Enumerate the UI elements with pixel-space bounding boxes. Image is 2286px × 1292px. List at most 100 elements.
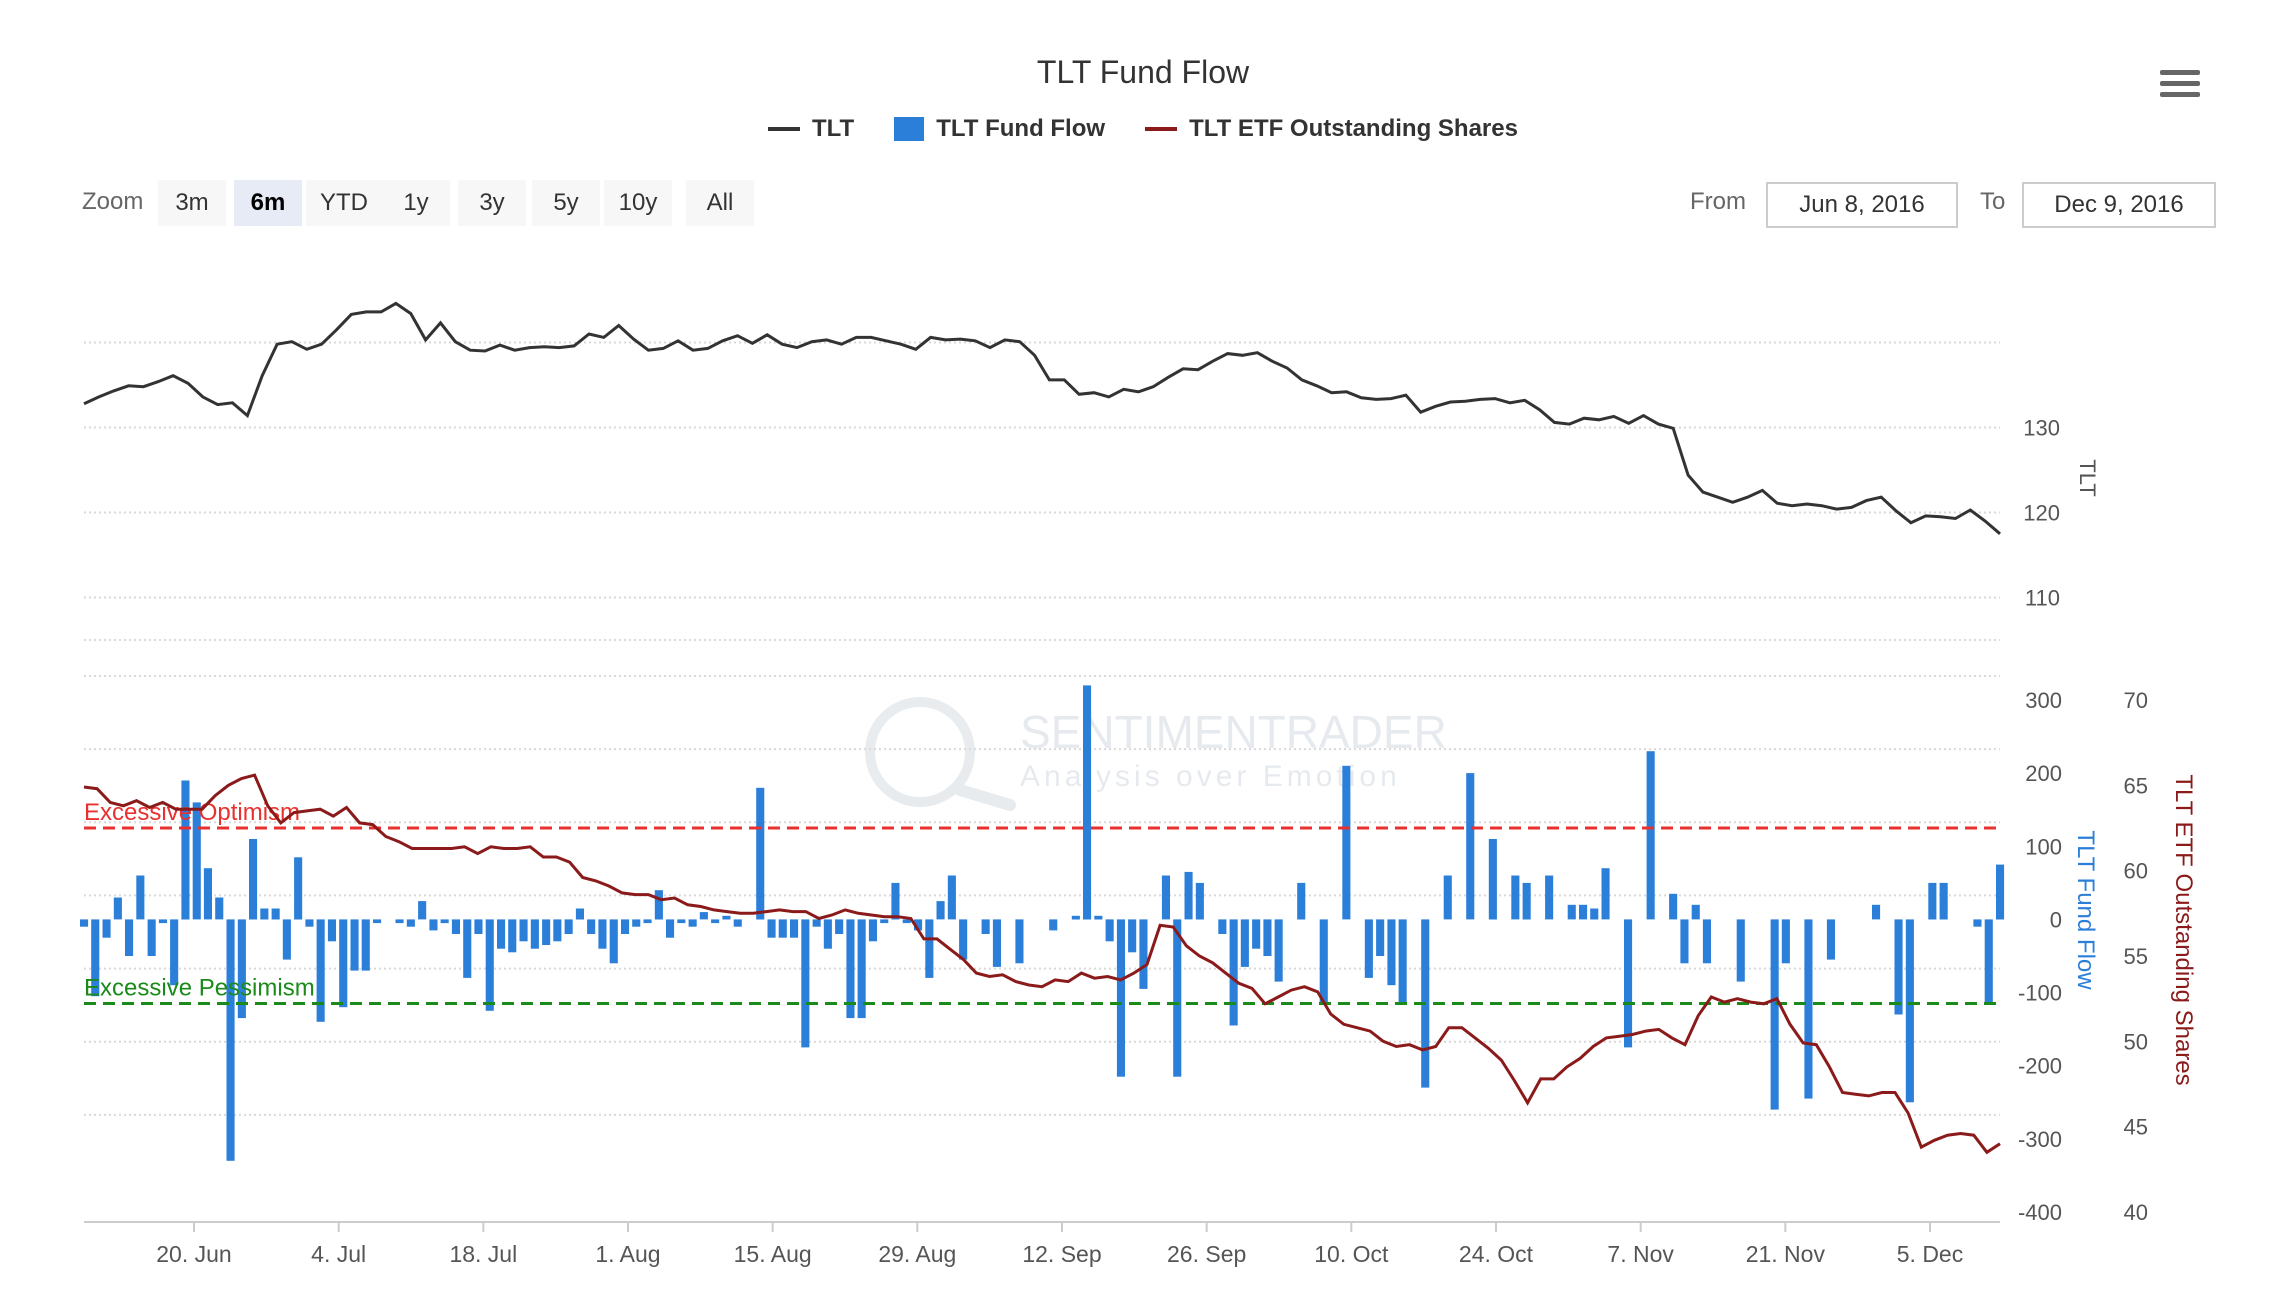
fund-flow-bar [587, 919, 596, 934]
fund-flow-bar [1139, 919, 1148, 989]
fund-flow-bar [1894, 919, 1903, 1015]
fund-flow-bar [1240, 919, 1249, 967]
fund-flow-bar [835, 919, 844, 934]
zoom-5y-button[interactable]: 5y [532, 180, 600, 226]
zoom-1y-button[interactable]: 1y [382, 180, 450, 226]
fund-flow-bar [666, 919, 675, 938]
tlt-y-tick-label: 130 [2023, 416, 2060, 441]
fund-flow-bar [1173, 919, 1182, 1077]
x-tick-label: 21. Nov [1746, 1241, 1826, 1267]
fund-flow-bar [192, 802, 201, 920]
fund-flow-bar [778, 919, 787, 938]
legend-item-tlt[interactable]: TLT [768, 115, 854, 143]
fund-flow-bar [451, 919, 460, 934]
fund-flow-bar [1545, 875, 1554, 920]
shares-y-tick-label: 55 [2124, 944, 2148, 969]
legend-item-outstanding-shares[interactable]: TLT ETF Outstanding Shares [1145, 115, 1518, 143]
shares-y-tick-label: 60 [2124, 859, 2148, 884]
fund-flow-bar [1804, 919, 1813, 1099]
outstanding-shares-line [83, 773, 2001, 1155]
fund-flow-bar [812, 919, 821, 927]
fund-flow-bar [508, 919, 517, 953]
fund-flow-bar [1094, 915, 1103, 920]
fund-flow-bar [688, 919, 697, 927]
fund-flow-bar [271, 908, 280, 920]
fund-flow-bar [1973, 919, 1982, 927]
zoom-label: Zoom [82, 188, 144, 215]
fund-flow-bar [1105, 919, 1114, 942]
x-tick-label: 12. Sep [1022, 1241, 1101, 1267]
zoom-3m-button[interactable]: 3m [158, 180, 226, 226]
fund-flow-bar [801, 919, 810, 1048]
to-date-input[interactable]: Dec 9, 2016 [2022, 182, 2216, 228]
watermark-logo-handle [954, 784, 1016, 811]
hamburger-icon[interactable] [2160, 70, 2200, 104]
fund-flow-bar [350, 919, 359, 971]
fund-flow-bar [1161, 875, 1170, 920]
fund-flow-bar [981, 919, 990, 934]
fund-flow-bar [936, 901, 945, 920]
fund-flow-bar [1601, 868, 1610, 920]
legend-item-fund-flow[interactable]: TLT Fund Flow [894, 115, 1105, 143]
zoom-3y-button[interactable]: 3y [458, 180, 526, 226]
fund-flow-bar [91, 919, 100, 997]
fund-flow-y-tick-label: 200 [2025, 761, 2062, 786]
fund-flow-bar [1905, 919, 1914, 1103]
fund-flow-bar [711, 919, 720, 924]
x-tick-label: 5. Dec [1897, 1241, 1963, 1267]
top-gridlines [84, 341, 2000, 599]
fund-flow-bar [181, 780, 190, 920]
fund-flow-bar [249, 839, 258, 920]
zoom-10y-button[interactable]: 10y [604, 180, 672, 226]
from-date-input[interactable]: Jun 8, 2016 [1766, 182, 1958, 228]
zoom-ytd-button[interactable]: YTD [306, 180, 382, 226]
fund-flow-bar [992, 919, 1001, 967]
fund-flow-bar [530, 919, 539, 949]
fund-flow-bar [677, 919, 686, 924]
shares-y-tick-label: 70 [2124, 688, 2148, 713]
fund-flow-bar [215, 897, 224, 920]
fund-flow-bar [203, 868, 212, 920]
fund-flow-bar [1443, 875, 1452, 920]
zoom-6m-button[interactable]: 6m [234, 180, 302, 226]
fund-flow-bar [1736, 919, 1745, 982]
x-tick-label: 1. Aug [595, 1241, 660, 1267]
fund-flow-bar [598, 919, 607, 949]
fund-flow-bar [1049, 919, 1058, 931]
fund-flow-bar [237, 919, 246, 1019]
fund-flow-bar [902, 919, 911, 924]
fund-flow-y-tick-label: -300 [2018, 1127, 2062, 1152]
fund-flow-bar [440, 919, 449, 924]
fund-flow-bar [790, 919, 799, 938]
tlt-y-axis-title: TLT [2075, 459, 2100, 496]
band-label-1: Excessive Pessimism [84, 975, 315, 1002]
x-tick-label: 15. Aug [734, 1241, 812, 1267]
zoom-all-button[interactable]: All [686, 180, 754, 226]
x-tick-label: 24. Oct [1459, 1241, 1534, 1267]
fund-flow-bar [1691, 904, 1700, 920]
legend: TLT TLT Fund Flow TLT ETF Outstanding Sh… [0, 112, 2286, 146]
fund-flow-bar [463, 919, 472, 978]
fund-flow-bar [699, 912, 708, 920]
fund-flow-bar [125, 919, 134, 956]
fund-flow-bar [80, 919, 89, 927]
fund-flow-bar [643, 919, 652, 924]
x-tick-label: 26. Sep [1167, 1241, 1246, 1267]
fund-flow-bar [1071, 915, 1080, 920]
fund-flow-bar [1511, 875, 1520, 920]
fund-flow-bar [733, 919, 742, 927]
x-tick-label: 10. Oct [1314, 1241, 1389, 1267]
fund-flow-bar [158, 919, 167, 924]
fund-flow-bar [497, 919, 506, 949]
fund-flow-bar [947, 875, 956, 920]
fund-flow-bar [395, 919, 404, 924]
fund-flow-bar [1116, 919, 1125, 1077]
fund-flow-bar [147, 919, 156, 956]
fund-flow-bar [305, 919, 314, 927]
fund-flow-bar [1263, 919, 1272, 956]
fund-flow-y-tick-label: -100 [2018, 981, 2062, 1006]
fund-flow-bar [1522, 882, 1531, 920]
fund-flow-bar [1984, 919, 1993, 1004]
legend-symbol-fund-flow [894, 117, 925, 141]
